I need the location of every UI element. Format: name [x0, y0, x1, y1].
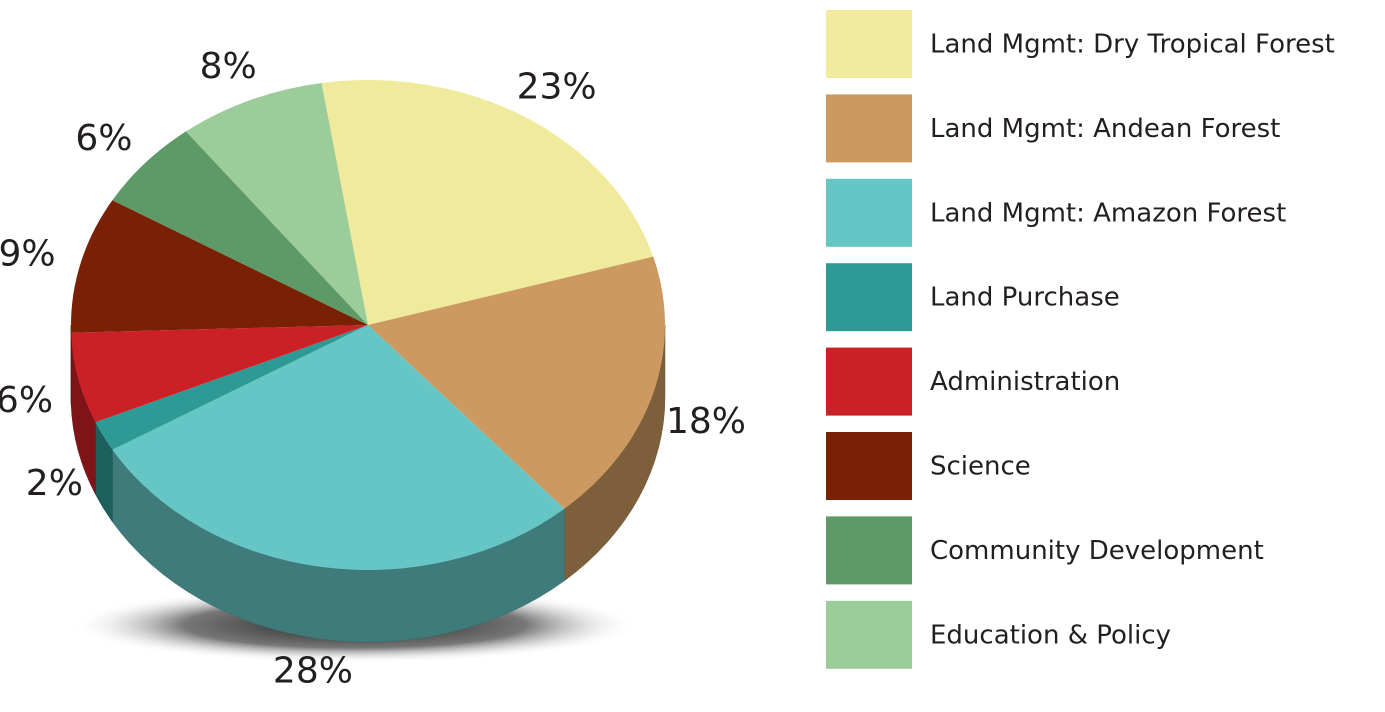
- legend-swatch: [826, 348, 912, 416]
- data-label: 6%: [75, 118, 132, 159]
- legend-swatch: [826, 179, 912, 247]
- legend-label: Administration: [930, 367, 1120, 397]
- legend-swatch: [826, 516, 912, 584]
- chart: 23% 18% 28% 2% 6% 9% 6% 8% Land Mgmt: Dry Tropi…: [0, 0, 1385, 712]
- data-label: 6%: [0, 380, 53, 421]
- data-label: 8%: [200, 46, 257, 87]
- legend-swatch: [826, 94, 912, 162]
- legend-label: Education & Policy: [930, 620, 1171, 650]
- legend-label: Science: [930, 452, 1031, 482]
- data-label: 28%: [273, 651, 353, 692]
- legend-label: Land Mgmt: Andean Forest: [930, 114, 1280, 144]
- data-label: 2%: [26, 463, 83, 504]
- legend-label: Land Mgmt: Dry Tropical Forest: [930, 30, 1335, 60]
- legend: Land Mgmt: Dry Tropical Forest Land Mgmt:…: [826, 10, 1335, 669]
- legend-swatch: [826, 263, 912, 331]
- pie: 23% 18% 28% 2% 6% 9% 6% 8%: [0, 46, 746, 692]
- legend-label: Community Development: [930, 536, 1264, 566]
- legend-swatch: [826, 601, 912, 669]
- legend-swatch: [826, 10, 912, 78]
- data-label: 9%: [0, 233, 56, 274]
- data-label: 23%: [517, 67, 597, 108]
- legend-swatch: [826, 432, 912, 500]
- legend-label: Land Purchase: [930, 283, 1120, 313]
- legend-label: Land Mgmt: Amazon Forest: [930, 198, 1286, 228]
- data-label: 18%: [666, 401, 746, 442]
